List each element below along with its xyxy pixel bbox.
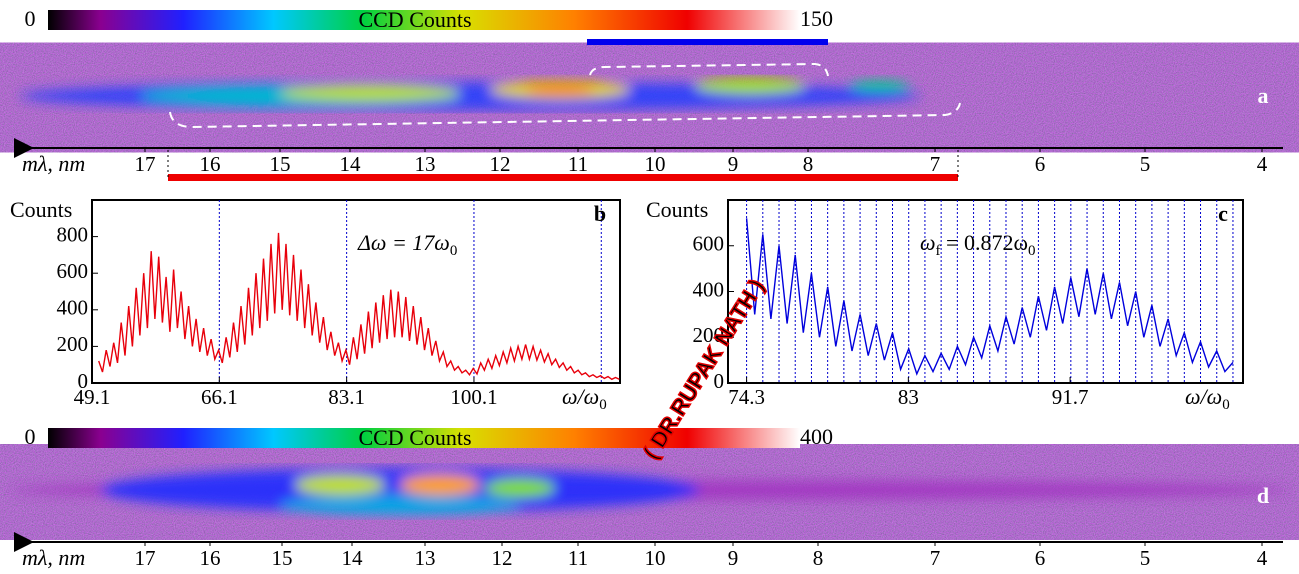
range-bar-blue [587, 39, 828, 45]
subscript: 0 [1028, 243, 1036, 259]
colorbar [48, 10, 800, 30]
axis-tick-label: 14 [340, 152, 362, 176]
x-tick-label: 66.1 [201, 385, 238, 409]
axis-tick-label: 15 [270, 152, 291, 176]
axis-tick-label: 14 [342, 546, 364, 570]
x-axis-label: ω/ω0 [562, 384, 607, 413]
text-part: Δω = 17ω [357, 230, 450, 255]
x-tick-label: 91.7 [1052, 385, 1089, 409]
colorbar-label: CCD Counts [358, 425, 471, 450]
axis-tick-label: 5 [1140, 152, 1151, 176]
x-tick-label: 100.1 [450, 385, 497, 409]
panel-letter: c [1218, 201, 1228, 226]
y-tick-label: 0 [714, 369, 725, 393]
y-tick-label: 400 [57, 296, 89, 320]
axis-tick-label: 16 [200, 152, 221, 176]
y-tick-label: 200 [57, 332, 89, 356]
subscript: f [936, 243, 941, 259]
axis-tick-label: 9 [728, 152, 739, 176]
spectrum-line [98, 232, 620, 381]
axis-tick-label: 5 [1140, 546, 1151, 570]
axis-tick-label: 11 [568, 546, 588, 570]
x-tick-label: 83.1 [328, 385, 365, 409]
axis-tick-label: 7 [930, 546, 941, 570]
axis-tick-label: 12 [490, 152, 511, 176]
subscript: 0 [450, 243, 458, 259]
range-bar-red [168, 174, 958, 181]
axis-tick-label: 10 [645, 546, 666, 570]
axis-tick-label: 8 [803, 152, 814, 176]
ccd-image-a [20, 52, 1283, 143]
colorbar-min: 0 [25, 424, 36, 449]
y-axis-label: Counts [10, 197, 72, 222]
text-part: = 0.872ω [941, 230, 1028, 255]
colorbar-max: 400 [800, 424, 833, 449]
text-part: ω [920, 230, 936, 255]
subscript: 0 [599, 397, 607, 413]
text-part: ω/ω [1185, 384, 1222, 409]
x-tick-label: 49.1 [74, 385, 111, 409]
axis-tick-label: 13 [415, 546, 436, 570]
axis-tick-label: 4 [1257, 152, 1268, 176]
text-part: ω/ω [562, 384, 599, 409]
panel-letter: d [1257, 483, 1269, 508]
axis-tick-label: 13 [415, 152, 436, 176]
y-axis-label: Counts [646, 197, 708, 222]
subscript: 0 [1222, 397, 1230, 413]
annotation: ωf = 0.872ω0 [920, 230, 1035, 259]
axis-tick-label: 15 [272, 546, 293, 570]
axis-tick-label: 4 [1257, 546, 1268, 570]
y-tick-label: 200 [693, 323, 725, 347]
colorbar-max: 150 [800, 6, 833, 31]
axis-tick-label: 11 [568, 152, 588, 176]
x-tick-label: 83 [898, 385, 919, 409]
x-tick-label: 74.3 [728, 385, 765, 409]
spectrum-line [745, 218, 1234, 376]
axis-tick-label: 8 [813, 546, 824, 570]
y-tick-label: 400 [693, 277, 725, 301]
colorbar-label: CCD Counts [358, 7, 471, 32]
axis-tick-label: 17 [135, 152, 156, 176]
axis-tick-label: 9 [728, 546, 739, 570]
colorbar-min: 0 [25, 6, 36, 31]
axis-tick-label: 12 [492, 546, 513, 570]
panel-letter: b [594, 201, 606, 226]
panel-letter: a [1258, 83, 1269, 108]
axis-tick-label: 7 [930, 152, 941, 176]
axis-tick-label: 16 [200, 546, 221, 570]
y-tick-label: 800 [57, 222, 89, 246]
y-tick-label: 0 [78, 369, 89, 393]
annotation: Δω = 17ω0 [357, 230, 457, 259]
axis-label: mλ, nm [22, 545, 85, 570]
axis-tick-label: 10 [645, 152, 666, 176]
y-tick-label: 600 [693, 232, 725, 256]
axis-tick-label: 17 [135, 546, 156, 570]
colorbar [48, 428, 800, 448]
ccd-image-d [10, 452, 1290, 532]
y-tick-label: 600 [57, 259, 89, 283]
axis-tick-label: 6 [1035, 546, 1046, 570]
axis-tick-label: 6 [1035, 152, 1046, 176]
axis-label: mλ, nm [22, 151, 85, 176]
plot-frame [727, 199, 1244, 384]
x-axis-label: ω/ω0 [1185, 384, 1230, 413]
